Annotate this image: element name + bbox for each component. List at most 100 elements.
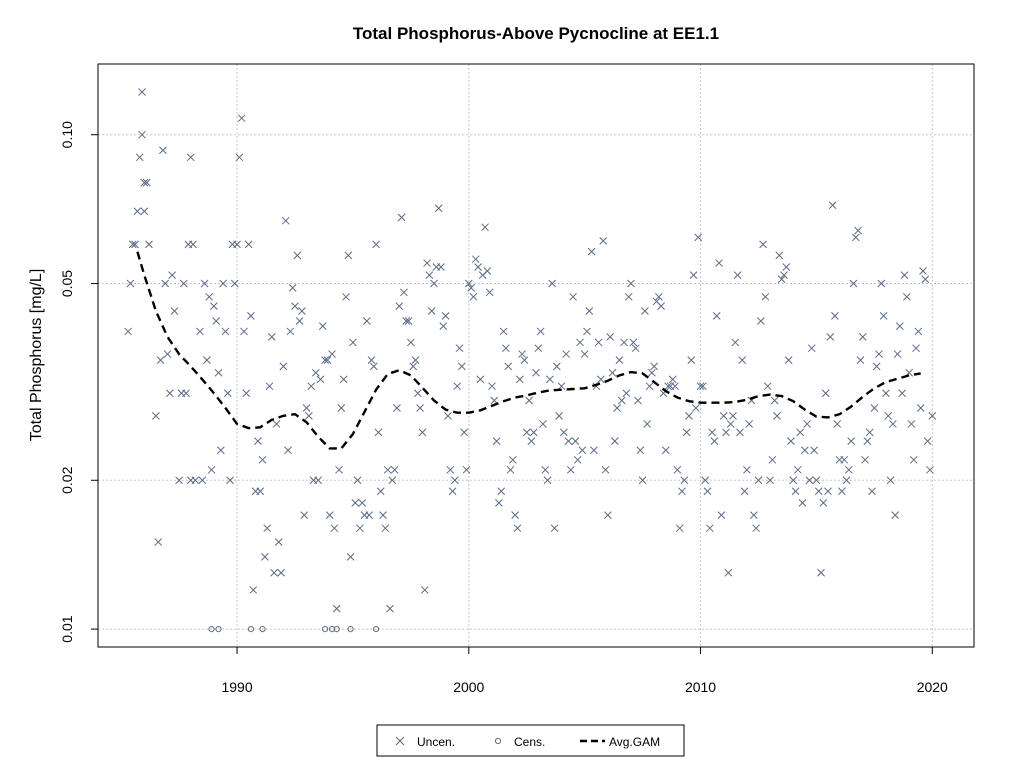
uncensored-point [411, 356, 420, 364]
uncensored-point [891, 511, 900, 520]
uncensored-point [446, 465, 455, 474]
uncensored-point [504, 362, 513, 371]
uncensored-point [675, 524, 684, 533]
uncensored-point [761, 292, 770, 301]
uncensored-point [712, 312, 721, 320]
uncensored-point [156, 356, 165, 364]
uncensored-point [291, 302, 299, 311]
uncensored-point [420, 586, 429, 594]
uncensored-point [351, 499, 360, 507]
uncensored-point [819, 499, 828, 507]
uncensored-point [624, 292, 633, 301]
legend: Uncen. Cens. Avg.GAM [376, 724, 685, 757]
uncensored-point [393, 404, 401, 412]
uncensored-point [522, 428, 531, 437]
uncensored-point [404, 317, 413, 325]
uncensored-point [376, 487, 385, 496]
uncensored-point [307, 382, 316, 391]
uncensored-point [298, 307, 306, 315]
uncensored-point [226, 476, 234, 485]
uncensored-point [140, 207, 149, 216]
uncensored-point [175, 476, 183, 485]
uncensored-point [133, 207, 142, 216]
uncensored-point [293, 251, 302, 260]
uncensored-point [124, 327, 132, 336]
uncensored-point [330, 524, 339, 533]
uncensored-point [254, 437, 262, 445]
uncensored-point [407, 338, 415, 347]
uncensored-point [743, 465, 751, 474]
uncensored-point [613, 404, 621, 412]
uncensored-point [476, 375, 485, 384]
uncensored-point [265, 382, 274, 391]
uncensored-point [210, 302, 218, 311]
uncensored-point [692, 404, 700, 412]
uncensored-point [430, 279, 438, 288]
uncensored-point [527, 437, 536, 445]
uncensored-point [135, 153, 144, 162]
uncensored-point [258, 455, 267, 464]
uncensored-point [469, 292, 478, 301]
uncensored-point [543, 476, 552, 485]
uncensored-point [814, 487, 823, 496]
x-tick-label: 2000 [453, 679, 484, 695]
uncensored-point [872, 362, 881, 371]
uncensored-point [165, 389, 174, 398]
uncensored-point [717, 511, 726, 520]
uncensored-point [578, 446, 587, 455]
uncensored-point [131, 240, 139, 249]
uncensored-point [641, 307, 649, 315]
uncensored-point [455, 344, 464, 353]
uncensored-point [770, 396, 779, 405]
uncensored-point [838, 487, 846, 496]
uncensored-point [919, 267, 927, 275]
uncensored-point [789, 476, 798, 485]
uncensored-point [754, 476, 763, 485]
uncensored-point [170, 307, 179, 315]
uncensored-point [685, 411, 693, 420]
uncensored-point [142, 178, 151, 187]
uncensored-point [369, 362, 378, 371]
uncensored-point [590, 446, 598, 455]
uncensored-point [895, 322, 904, 330]
uncensored-point [622, 389, 631, 398]
uncensored-point [437, 263, 445, 271]
uncensored-point [736, 428, 744, 437]
uncensored-point [539, 420, 547, 428]
uncensored-point [321, 356, 329, 364]
uncensored-point [233, 240, 241, 249]
uncensored-point [427, 307, 436, 315]
uncensored-point [383, 465, 392, 474]
uncensored-point [671, 382, 679, 391]
uncensored-point [851, 233, 860, 242]
uncensored-point [349, 338, 357, 347]
uncensored-point [189, 240, 197, 249]
uncensored-point [791, 487, 800, 496]
uncensored-point [773, 411, 781, 420]
uncensored-point [390, 465, 399, 474]
uncensored-point [416, 404, 424, 412]
uncensored-point [784, 356, 793, 364]
censored-point [322, 625, 329, 633]
uncensored-point [926, 465, 934, 474]
uncensored-point [826, 333, 835, 341]
uncensored-point [270, 568, 278, 577]
uncensored-point [388, 476, 397, 485]
uncensored-point [138, 88, 146, 96]
uncensored-point [286, 327, 295, 336]
uncensored-point [242, 389, 251, 398]
uncensored-point [154, 538, 163, 546]
uncensored-point [606, 333, 615, 341]
uncensored-point [548, 279, 557, 288]
uncensored-point [335, 465, 343, 474]
uncensored-point [344, 251, 353, 260]
uncensored-point [495, 499, 503, 507]
uncensored-point [893, 350, 902, 358]
uncensored-point [715, 259, 723, 267]
uncensored-point [608, 368, 617, 377]
uncensored-point [610, 437, 619, 445]
uncensored-point [145, 240, 153, 249]
uncensored-point [559, 428, 568, 437]
uncensored-point [886, 476, 895, 485]
